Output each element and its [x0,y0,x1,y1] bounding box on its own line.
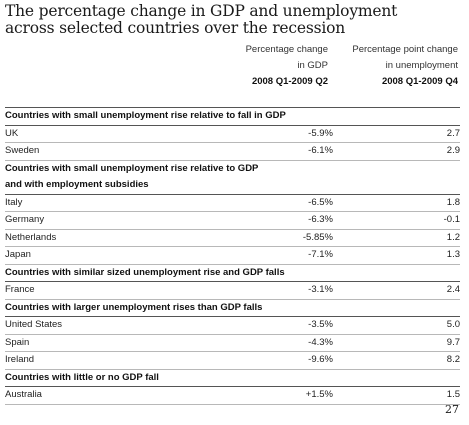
unemployment-change-cell: 1.3 [446,249,460,260]
country-cell: UK [5,127,19,139]
unemployment-change-cell: 5.0 [446,319,460,330]
section-heading-line: Countries with small unemployment rise r… [5,162,259,174]
table-row: United States -3.5% 5.0 [5,317,460,335]
country-cell: Australia [5,389,42,400]
section-heading: Countries with larger unemployment rises… [5,300,460,317]
section-heading-line: Countries with larger unemployment rises… [5,301,263,313]
gdp-change-cell: -9.6% [308,354,333,365]
unemployment-change-cell: 1.2 [446,231,460,243]
gdp-header-period: 2008 Q1-2009 Q2 [251,76,328,87]
unemployment-change-cell: 1.8 [446,196,460,208]
gdp-header-line-1: Percentage change [245,44,328,55]
section-heading-line: and with employment subsidies [5,179,149,190]
country-cell: Ireland [5,354,35,365]
data-table: Countries with small unemployment rise r… [5,107,460,405]
table-row: France -3.1% 2.4 [5,282,460,300]
country-cell: Sweden [5,145,40,156]
country-cell: United States [5,319,63,330]
gdp-change-cell: -6.3% [308,214,333,225]
table-row: Sweden -6.1% 2.9 [5,143,460,161]
unemployment-change-cell: 2.9 [446,145,460,156]
unemp-header-line-2: in unemployment [385,60,458,71]
unemployment-change-cell: 2.4 [446,284,460,295]
unemployment-change-cell: 9.7 [446,336,460,348]
country-cell: Japan [5,249,31,260]
country-cell: France [5,284,35,295]
table-row: Germany -6.3% -0.1 [5,212,460,230]
country-cell: Germany [5,214,45,225]
column-header-gdp: Percentage change in GDP 2008 Q1-2009 Q2 [200,42,328,90]
gdp-change-cell: -5.85% [302,231,333,243]
gdp-change-cell: -3.1% [308,284,333,295]
section-heading: Countries with similar sized unemploymen… [5,265,460,282]
gdp-change-cell: -4.3% [308,336,333,348]
title-line-1: The percentage change in GDP and unemplo… [5,2,398,20]
table-row: Spain -4.3% 9.7 [5,335,460,352]
gdp-change-cell: -3.5% [308,319,333,330]
page-title: The percentage change in GDP and unemplo… [5,3,465,37]
column-header-unemployment: Percentage point change in unemployment … [330,42,458,90]
gdp-header-line-2: in GDP [297,60,328,71]
gdp-change-cell: +1.5% [305,389,333,400]
page-number: 27 [445,403,459,416]
section-heading-line: Countries with small unemployment rise r… [5,110,286,121]
unemployment-change-cell: 8.2 [446,354,460,365]
gdp-change-cell: -6.1% [308,145,333,156]
section-heading-line: Countries with little or no GDP fall [5,371,159,383]
unemployment-change-cell: -0.1 [443,214,460,225]
unemp-header-period: 2008 Q1-2009 Q4 [381,76,458,87]
title-line-2: across selected countries over the reces… [5,19,346,37]
section-heading-line: Countries with similar sized unemploymen… [5,266,285,278]
unemployment-change-cell: 1.5 [446,389,460,400]
country-cell: Spain [5,336,30,348]
gdp-change-cell: -6.5% [308,196,333,208]
unemp-header-line-1: Percentage point change [352,44,458,55]
section-heading: Countries with little or no GDP fall [5,370,460,387]
country-cell: Netherlands [5,231,57,243]
country-cell: Italy [5,196,23,208]
table-row: Netherlands -5.85% 1.2 [5,230,460,247]
table-row: Italy -6.5% 1.8 [5,195,460,212]
table-row: Australia +1.5% 1.5 [5,387,460,405]
section-heading: Countries with small unemployment rise r… [5,161,460,195]
unemployment-change-cell: 2.7 [446,127,460,139]
gdp-change-cell: -7.1% [308,249,333,260]
section-heading: Countries with small unemployment rise r… [5,107,460,126]
table-row: Japan -7.1% 1.3 [5,247,460,265]
gdp-change-cell: -5.9% [308,127,333,139]
table-row: Ireland -9.6% 8.2 [5,352,460,370]
table-row: UK -5.9% 2.7 [5,126,460,143]
